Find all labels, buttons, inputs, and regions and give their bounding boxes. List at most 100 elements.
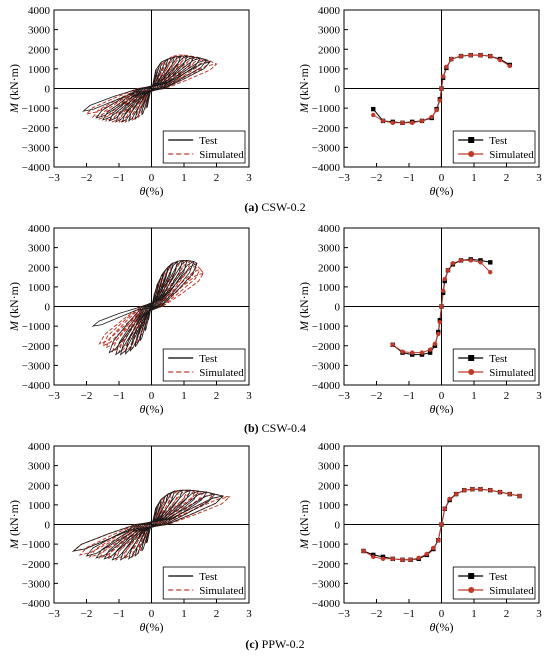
- y-tick-label: 1000: [28, 500, 51, 512]
- test-hysteresis-line: [72, 489, 224, 561]
- simulated-point: [436, 331, 441, 337]
- y-tick-label: 3000: [318, 25, 341, 37]
- simulated-point: [440, 288, 446, 293]
- simulated-point: [400, 120, 405, 126]
- y-tick-label: −3000: [22, 360, 51, 372]
- x-tick-label: 0: [439, 172, 445, 184]
- legend-box: [452, 566, 536, 600]
- simulated-point: [434, 107, 439, 113]
- x-tick-label: −1: [403, 172, 415, 184]
- x-tick-label: 3: [536, 390, 542, 402]
- simulated-point: [440, 74, 446, 79]
- y-tick-label: −4000: [312, 380, 341, 392]
- x-tick-label: 3: [246, 608, 252, 620]
- test-point: [488, 260, 493, 265]
- panel-b-hysteresis: −3 −2 −1 0 1 2 3 4000 3000 2000 1000 0 −1000 −2000 −30…: [7, 223, 252, 416]
- y-tick-label: 2000: [318, 480, 341, 492]
- panel-b-skeleton: −3 −2 −1 0 1 2 3 4000 3000 2000 1000 0 −1000 −2000 −30…: [297, 223, 542, 416]
- x-axis-symbol: θ: [140, 620, 146, 634]
- simulated-point: [390, 556, 395, 562]
- simulated-point: [400, 557, 405, 563]
- simulated-point: [439, 86, 444, 91]
- x-tick-label: 3: [536, 172, 542, 184]
- y-tick-label: 0: [335, 302, 341, 314]
- simulated-point: [410, 350, 415, 355]
- y-axis-unit: (kN·m): [7, 500, 21, 536]
- x-tick-label: 1: [471, 608, 477, 620]
- x-tick-label: −3: [338, 172, 350, 184]
- simulated-point: [429, 114, 434, 120]
- x-tick-label: 2: [214, 608, 220, 620]
- x-tick-label: 0: [439, 608, 445, 620]
- simulated-point: [517, 493, 522, 499]
- simulated-point: [419, 118, 425, 124]
- y-tick-label: −1000: [22, 539, 51, 551]
- simulated-point: [424, 551, 430, 557]
- legend-box: [452, 130, 536, 164]
- y-tick-label: 0: [335, 520, 341, 532]
- simulated-point: [478, 52, 483, 58]
- y-axis-label: M (kN·m): [297, 282, 311, 332]
- simulated-point: [432, 341, 438, 346]
- y-axis-label: M (kN·m): [7, 64, 21, 114]
- simulated-point: [488, 53, 493, 59]
- y-tick-label: −3000: [312, 360, 341, 372]
- legend-simulated-marker: [468, 587, 475, 593]
- x-tick-label: 2: [504, 608, 510, 620]
- simulated-point: [497, 57, 503, 63]
- y-tick-label: 2000: [28, 480, 51, 492]
- legend-test-marker: [468, 573, 475, 579]
- simulated-point: [468, 52, 473, 58]
- caption-letter: (b): [244, 421, 262, 435]
- x-tick-label: 0: [149, 172, 155, 184]
- plot-data: [371, 52, 512, 126]
- x-axis-unit: (%): [435, 184, 453, 198]
- y-tick-label: 0: [45, 302, 51, 314]
- simulated-point: [390, 342, 395, 347]
- legend-simulated-label: Simulated: [489, 367, 534, 379]
- x-tick-label: −3: [48, 172, 60, 184]
- simulated-point: [468, 258, 473, 263]
- y-tick-label: −1000: [22, 103, 51, 115]
- x-tick-label: 3: [246, 390, 252, 402]
- y-tick-label: −2000: [22, 559, 51, 571]
- legend-simulated-label: Simulated: [489, 149, 534, 161]
- legend-test-marker: [468, 137, 475, 143]
- simulated-point: [371, 554, 376, 560]
- y-tick-label: 2000: [28, 262, 51, 274]
- simulated-point: [453, 491, 459, 497]
- legend-simulated-marker: [468, 369, 475, 375]
- y-tick-label: 4000: [318, 223, 341, 235]
- x-tick-label: 1: [181, 608, 187, 620]
- legend-box: [162, 348, 246, 382]
- x-axis-label: θ(%): [140, 184, 164, 198]
- legend-box: [452, 348, 536, 382]
- y-tick-label: −1000: [312, 321, 341, 333]
- simulated-point: [507, 491, 512, 497]
- simulated-point: [507, 63, 512, 69]
- legend-test-marker: [468, 355, 475, 361]
- x-tick-label: −1: [113, 172, 125, 184]
- test-hysteresis-line: [81, 55, 211, 123]
- y-tick-label: 4000: [28, 441, 51, 453]
- x-axis-unit: (%): [145, 620, 163, 634]
- simulated-point: [447, 496, 452, 502]
- simulated-point: [497, 489, 503, 495]
- simulated-point: [410, 120, 415, 126]
- caption-letter: (c): [245, 637, 261, 651]
- simulated-point: [436, 538, 441, 543]
- panel-c-hysteresis: −3 −2 −1 0 1 2 3 4000 3000 2000 1000 0 −1000 −2000 −30…: [7, 441, 252, 634]
- y-tick-label: 1000: [318, 500, 341, 512]
- y-axis-unit: (kN·m): [297, 282, 311, 318]
- x-axis-label: θ(%): [140, 620, 164, 634]
- y-tick-label: 2000: [28, 44, 51, 56]
- y-tick-label: 0: [335, 84, 341, 96]
- simulated-point: [458, 53, 464, 59]
- y-tick-label: −4000: [312, 162, 341, 174]
- simulated-point: [427, 347, 433, 352]
- y-tick-label: 0: [45, 520, 51, 532]
- plot-data: [81, 54, 218, 124]
- simulated-point: [380, 118, 386, 124]
- simulated-point: [437, 98, 443, 103]
- x-axis-symbol: θ: [430, 402, 436, 416]
